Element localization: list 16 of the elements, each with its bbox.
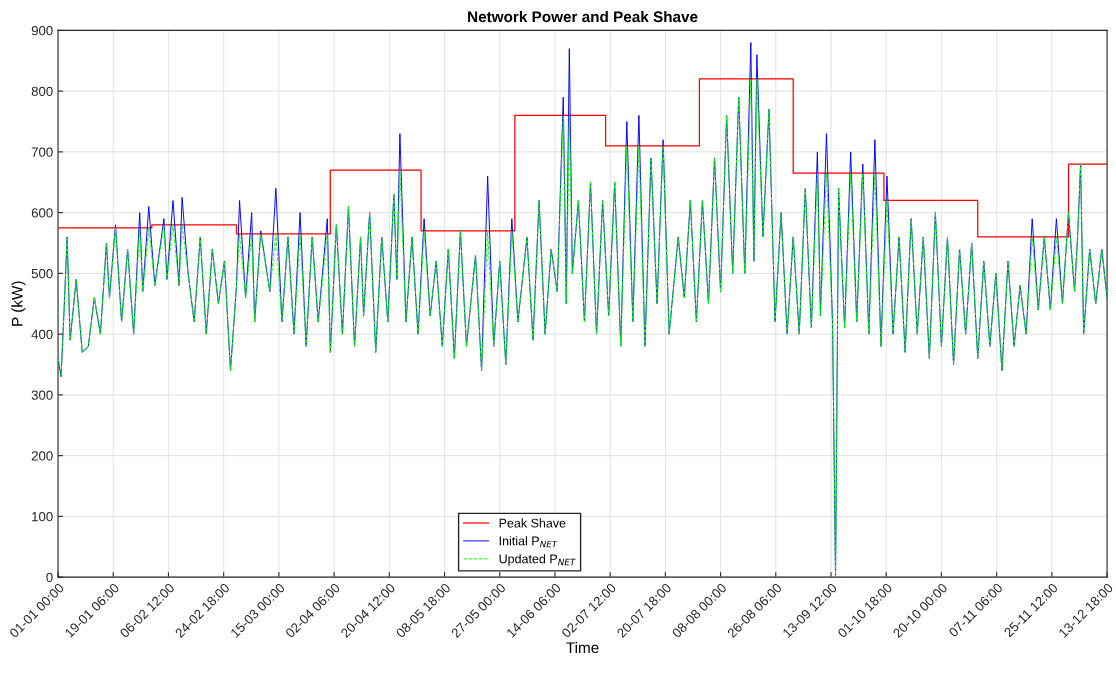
y-tick-label: 400: [31, 329, 53, 340]
chart-title: Network Power and Peak Shave: [468, 10, 698, 23]
x-axis-title: Time: [566, 641, 599, 654]
y-tick-label: 200: [31, 451, 53, 461]
y-tick-label: 600: [31, 208, 53, 218]
y-tick-label: 0: [46, 572, 53, 583]
y-axis-title: P (kW): [11, 281, 26, 326]
y-tick-label: 800: [31, 86, 53, 97]
y-tick-label: 300: [31, 390, 53, 400]
legend-label: Updated P$_{NET}$: [499, 554, 576, 566]
legend-label: Initial P$_{NET}$: [499, 536, 558, 548]
y-tick-label: 900: [31, 25, 53, 36]
y-tick-label: 500: [31, 268, 53, 279]
legend-label: Peak Shave: [499, 518, 566, 528]
y-tick-label: 700: [31, 147, 53, 157]
y-tick-label: 100: [32, 511, 53, 522]
